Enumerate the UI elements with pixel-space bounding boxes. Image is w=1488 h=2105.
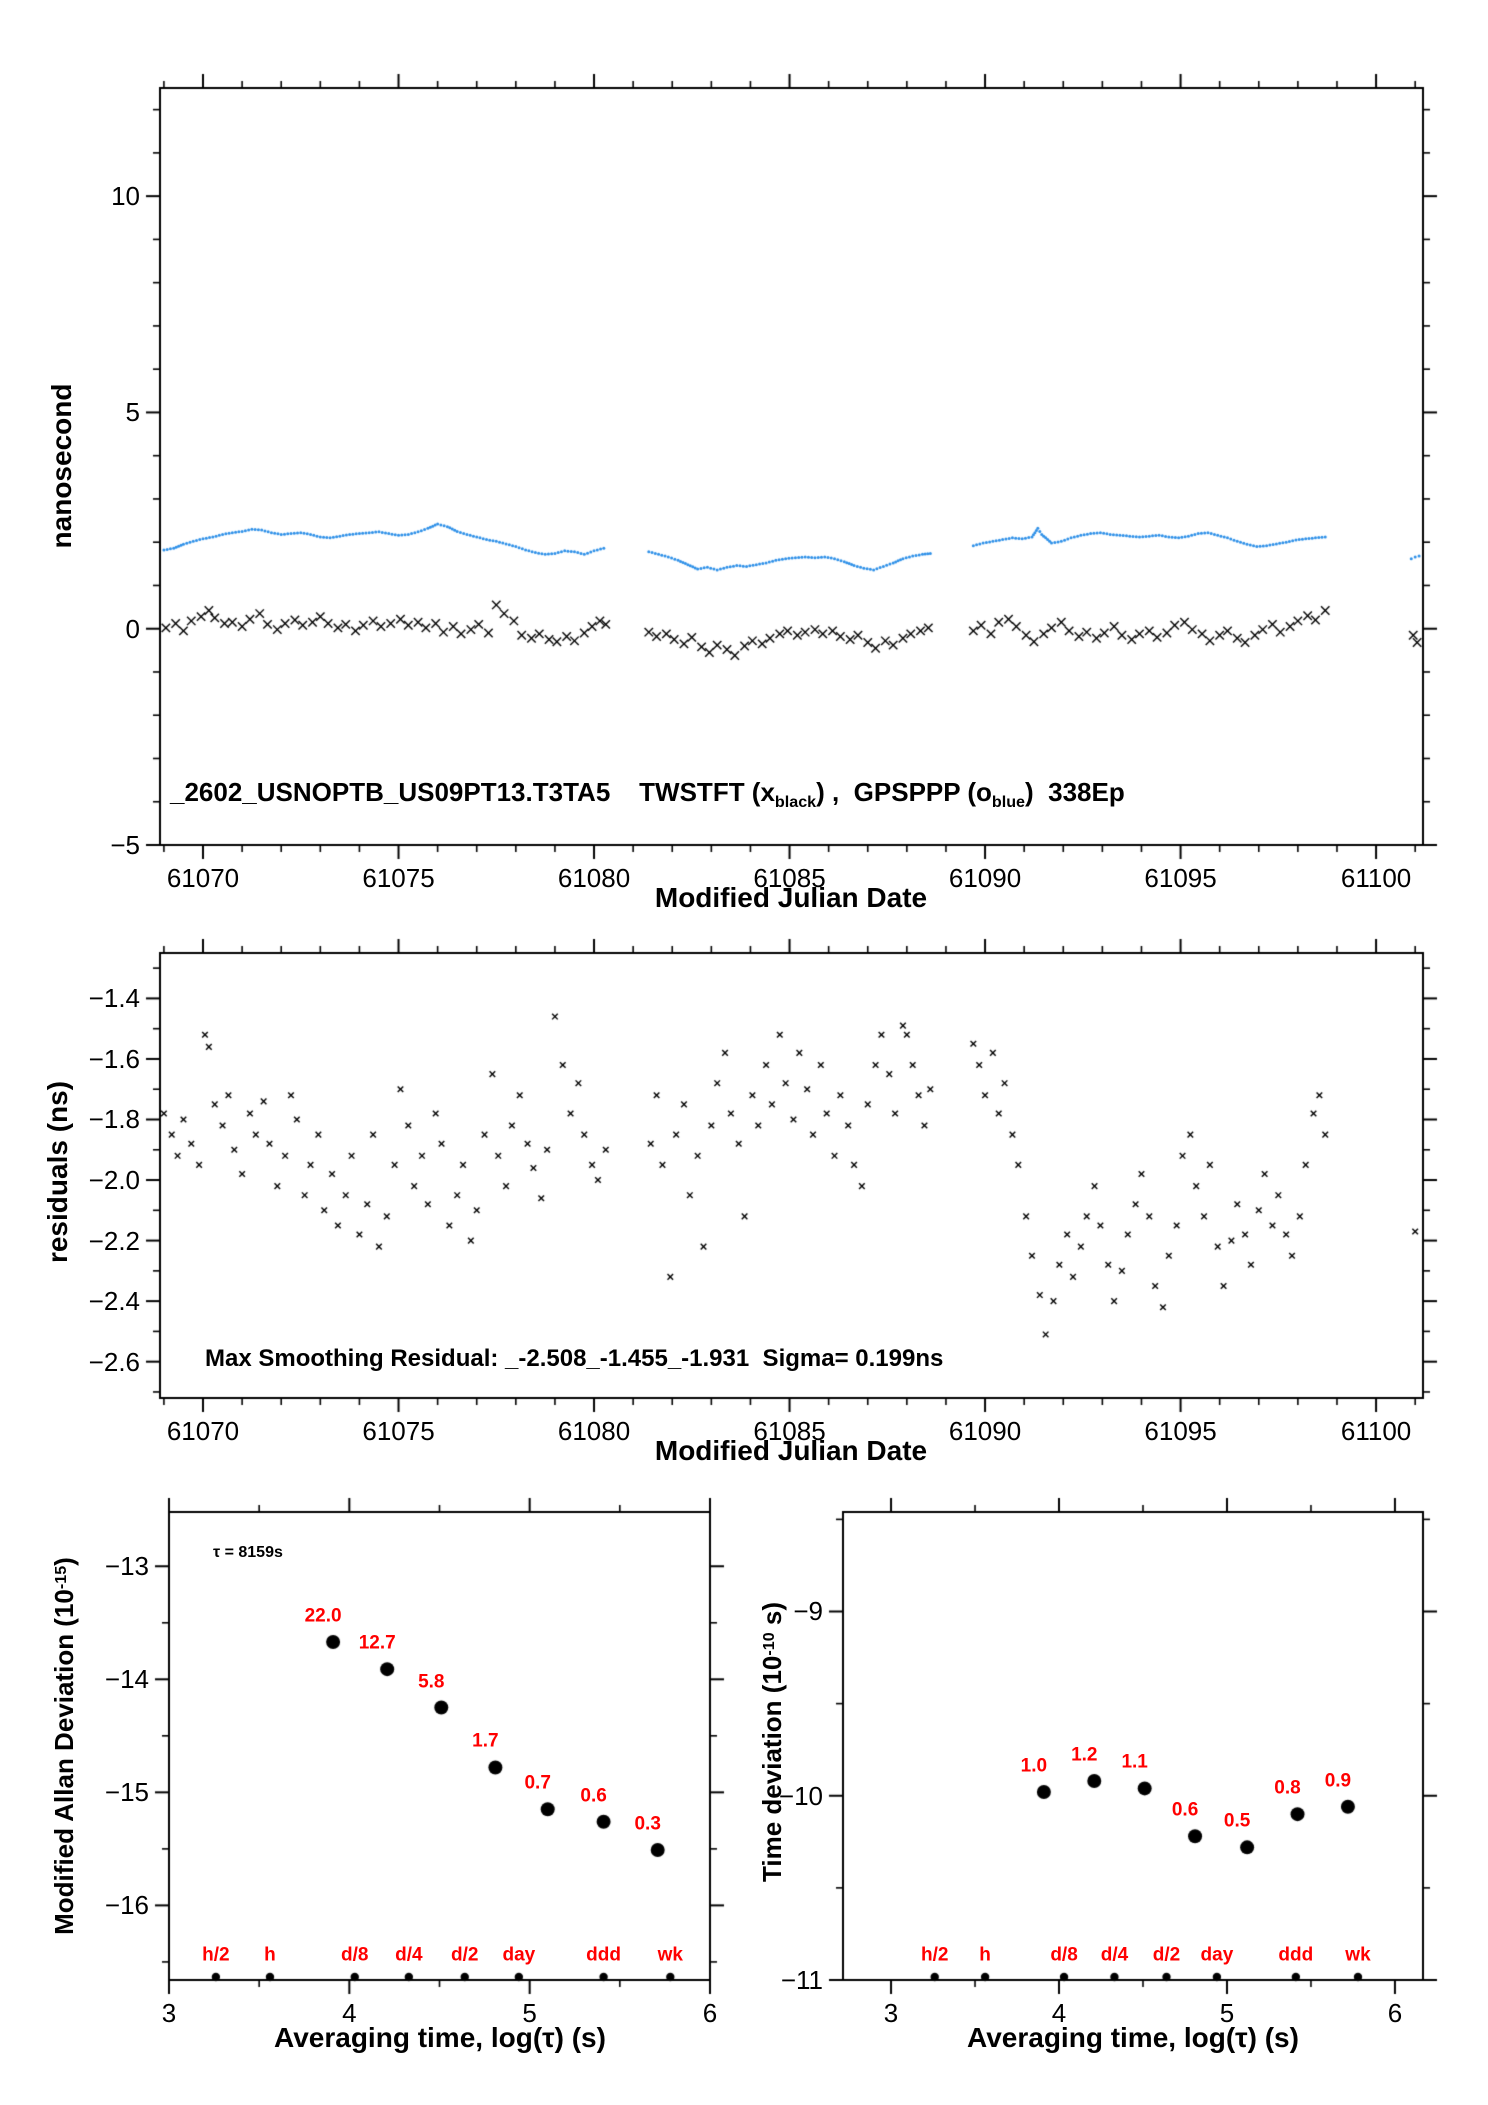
- tau-unit-label: h/2: [920, 1944, 949, 1966]
- point-value-label: 12.7: [358, 1632, 396, 1654]
- x-tick-label: 4: [342, 1998, 357, 2028]
- script-text: -10: [759, 1632, 778, 1656]
- tau-unit-label: wk: [1345, 1944, 1371, 1966]
- script-text: -15: [51, 1565, 70, 1590]
- tau-unit-label: d/4: [395, 1944, 423, 1966]
- tau-unit-label: h/2: [202, 1944, 230, 1966]
- x-tick-label: 61085: [753, 863, 826, 893]
- point-value-label: 0.6: [1171, 1799, 1199, 1821]
- x-tick-label: 3: [883, 1998, 899, 2028]
- y-tick-label: −1.8: [88, 1104, 140, 1135]
- y-tick-label: −2.2: [88, 1225, 140, 1256]
- y-tick-label: −1.6: [88, 1043, 140, 1074]
- x-tick-label: 6: [702, 1998, 718, 2028]
- x-tick-label: 61090: [948, 863, 1022, 893]
- y-tick-label: −2.6: [88, 1346, 140, 1377]
- tdev-xaxis-label: Averaging time, log(τ) (s): [967, 2022, 1299, 2053]
- point-value-label: 0.3: [634, 1813, 661, 1835]
- x-tick-label: 61100: [1340, 863, 1412, 893]
- top-panel-xaxis-label: Modified Julian Date: [654, 882, 928, 913]
- y-tick-label: 0: [125, 613, 140, 644]
- tau-annotation: τ = 8159s: [213, 1544, 283, 1561]
- tau-unit-label: day: [502, 1944, 536, 1966]
- point-value-label: 0.5: [1223, 1810, 1251, 1832]
- tau-unit-label: d/2: [451, 1944, 479, 1966]
- tau-unit-label: h: [979, 1944, 991, 1966]
- x-tick-label: 61100: [1340, 1416, 1412, 1446]
- x-tick-label: 61085: [753, 1416, 826, 1446]
- x-tick-label: 3: [161, 1998, 177, 2028]
- point-value-label: 1.1: [1121, 1751, 1148, 1773]
- tau-unit-label: wk: [657, 1944, 683, 1966]
- script-text: blue: [991, 793, 1026, 812]
- y-tick-label: −10: [778, 1780, 823, 1811]
- x-tick-label: 61075: [362, 1416, 435, 1446]
- y-tick-label: −16: [104, 1890, 149, 1921]
- mdev-xaxis-label: Averaging time, log(τ) (s): [274, 2022, 606, 2053]
- point-value-label: 0.9: [1324, 1770, 1352, 1792]
- tau-unit-label: d/8: [341, 1944, 369, 1966]
- y-tick-label: −2.4: [88, 1286, 140, 1317]
- y-tick-label: −2.0: [88, 1165, 140, 1196]
- y-tick-label: −13: [104, 1551, 149, 1582]
- x-tick-label: 61070: [166, 1416, 240, 1446]
- point-value-label: 1.7: [472, 1730, 499, 1752]
- top-panel-yaxis-label: nanosecond: [46, 383, 77, 549]
- x-tick-label: 6: [1387, 1998, 1403, 2028]
- tau-unit-label: d/2: [1152, 1944, 1181, 1966]
- residuals-yaxis-label: residuals (ns): [42, 1080, 73, 1264]
- label-text: ) 338Ep: [1025, 777, 1125, 807]
- tau-unit-label: d/4: [1100, 1944, 1129, 1966]
- x-tick-label: 61095: [1144, 1416, 1217, 1446]
- x-tick-label: 61095: [1144, 863, 1217, 893]
- y-tick-label: 5: [125, 397, 140, 428]
- label-text: ): [49, 1557, 79, 1566]
- tau-unit-label: ddd: [1278, 1944, 1314, 1966]
- point-value-label: 22.0: [304, 1605, 342, 1627]
- tau-unit-label: day: [1200, 1944, 1234, 1966]
- point-value-label: 0.7: [524, 1772, 551, 1794]
- y-tick-label: −15: [104, 1777, 149, 1808]
- x-tick-label: 5: [522, 1998, 537, 2028]
- y-tick-label: −9: [793, 1596, 823, 1627]
- x-tick-label: 61070: [166, 863, 240, 893]
- point-value-label: 0.8: [1274, 1777, 1301, 1799]
- label-text: Modified Allan Deviation (10: [49, 1589, 79, 1935]
- x-tick-label: 61075: [362, 863, 435, 893]
- y-tick-label: −11: [780, 1965, 823, 1995]
- x-tick-label: 4: [1051, 1998, 1067, 2028]
- y-tick-label: −14: [104, 1664, 149, 1695]
- tdev-yaxis-label: Time deviation (10-10 s): [757, 1601, 787, 1883]
- label-text: ) , GPSPPP (o: [816, 777, 992, 807]
- x-tick-label: 61090: [948, 1416, 1022, 1446]
- x-tick-label: 61080: [557, 1416, 631, 1446]
- x-tick-label: 61080: [557, 863, 631, 893]
- x-tick-label: 5: [1219, 1998, 1235, 2028]
- script-text: black: [774, 793, 817, 812]
- y-tick-label: −1.4: [88, 983, 140, 1014]
- label-text: s): [757, 1601, 787, 1633]
- label-text: Time deviation (10: [757, 1655, 787, 1883]
- y-tick-label: −5: [110, 830, 140, 860]
- label-text: _2602_USNOPTB_US09PT13.T3TA5 TWSTFT (x: [170, 777, 775, 807]
- residuals-annotation: Max Smoothing Residual: _-2.508_-1.455_-…: [205, 1345, 944, 1372]
- point-value-label: 0.6: [580, 1785, 607, 1807]
- tau-unit-label: ddd: [586, 1944, 622, 1966]
- point-value-label: 1.2: [1071, 1744, 1098, 1766]
- point-value-label: 1.0: [1020, 1755, 1048, 1777]
- residuals-xaxis-label: Modified Julian Date: [654, 1435, 928, 1466]
- point-value-label: 5.8: [418, 1671, 445, 1693]
- top-panel-title: _2602_USNOPTB_US09PT13.T3TA5 TWSTFT (xbl…: [170, 777, 1125, 810]
- y-tick-label: 10: [111, 181, 140, 212]
- tau-unit-label: d/8: [1050, 1944, 1078, 1966]
- tau-unit-label: h: [264, 1944, 276, 1966]
- mdev-yaxis-label: Modified Allan Deviation (10-15): [49, 1557, 79, 1935]
